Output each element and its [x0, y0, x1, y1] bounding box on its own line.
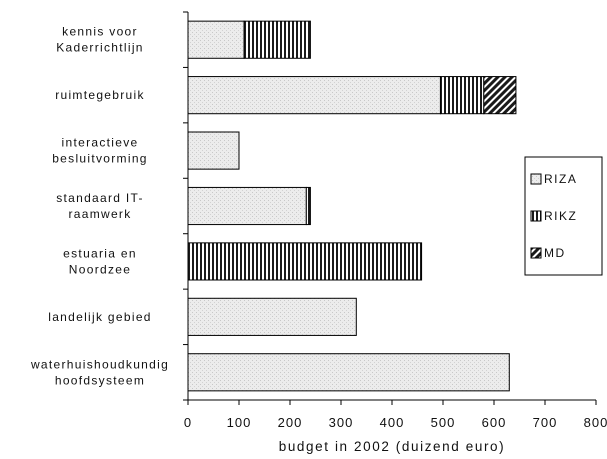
bar-rikz-3	[305, 186, 311, 226]
legend-swatch-rikz	[530, 210, 542, 222]
legend: RIZA RIKZ MD	[524, 156, 603, 276]
x-tick-label: 200	[278, 415, 303, 430]
bar-riza-3	[187, 186, 307, 226]
category-label: waterhuishoudkundig	[30, 357, 169, 371]
x-tick-label: 400	[380, 415, 405, 430]
legend-swatch-md	[530, 247, 542, 259]
bar-rikz-0	[243, 20, 311, 59]
category-labels: kennis voor Kaderrichtlijn ruimtegebruik in…	[30, 25, 169, 388]
bar-md-1	[483, 76, 517, 115]
legend-label-riza: RIZA	[544, 172, 577, 186]
category-label: besluitvorming	[52, 152, 148, 166]
legend-swatch-riza	[530, 173, 542, 185]
bar-riza-0	[187, 20, 245, 59]
category-label: Kaderrichtlijn	[56, 41, 144, 55]
category-label: landelijk gebied	[48, 310, 152, 324]
bar-riza-6	[187, 353, 510, 392]
category-label: Noordzee	[69, 262, 131, 276]
legend-label-rikz: RIKZ	[544, 209, 577, 223]
bar-riza-1	[187, 76, 441, 115]
x-tick-label: 800	[584, 415, 607, 430]
category-label: hoofdsysteem	[55, 373, 145, 387]
x-axis-title: budget in 2002 (duizend euro)	[279, 439, 506, 454]
category-label: interactieve	[62, 136, 139, 150]
bar-riza-2	[187, 131, 240, 170]
category-label: standaard IT-	[56, 191, 144, 205]
x-tick-label: 300	[329, 415, 354, 430]
bar-rikz-4	[187, 242, 423, 281]
x-axis: 0 100 200 300 400 500 600 700 800	[183, 11, 607, 430]
x-tick-label: 500	[431, 415, 456, 430]
category-label: ruimtegebruik	[55, 88, 145, 102]
plot-area	[187, 20, 517, 392]
bar-riza-5	[187, 297, 357, 336]
category-label: estuaria en	[63, 246, 137, 260]
x-tick-label: 600	[482, 415, 507, 430]
bar-rikz-1	[439, 76, 485, 115]
x-tick-label: 100	[227, 415, 252, 430]
x-tick-label: 0	[184, 415, 192, 430]
category-label: kennis voor	[62, 25, 138, 39]
legend-label-md: MD	[544, 246, 566, 260]
x-tick-label: 700	[533, 415, 558, 430]
category-label: raamwerk	[68, 207, 131, 221]
